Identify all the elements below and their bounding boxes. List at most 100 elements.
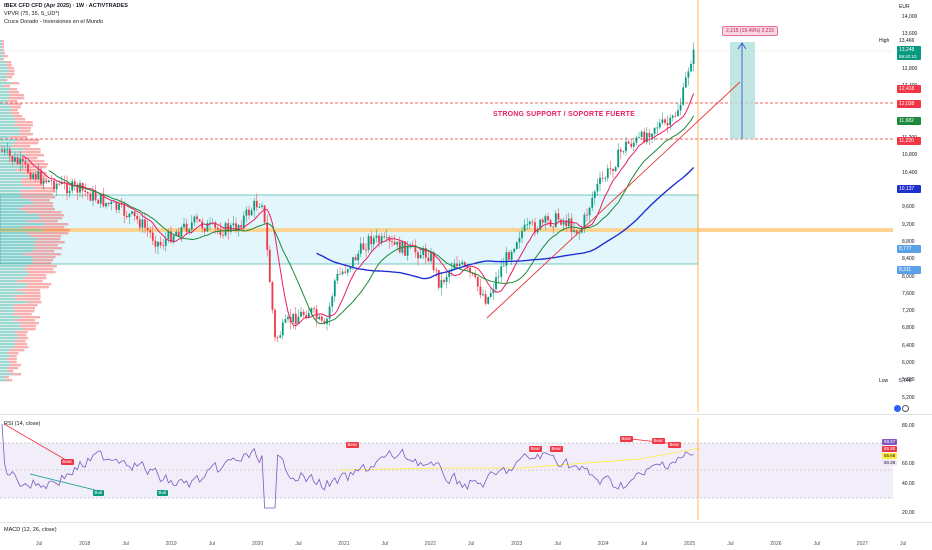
- vp-bar-up: [0, 49, 3, 52]
- time-axis-label: 2026: [770, 541, 782, 547]
- candle-body: [131, 211, 133, 214]
- vp-bar-up: [0, 127, 21, 130]
- vp-bar-down: [18, 151, 41, 154]
- vp-bar-down: [23, 172, 47, 175]
- price-tick-label: 6,400: [902, 342, 915, 349]
- bear-badge[interactable]: Bear: [668, 442, 681, 448]
- vp-bar-down: [10, 82, 20, 85]
- vp-bar-down: [15, 343, 28, 346]
- currency-label: EUR: [899, 4, 910, 10]
- pane-divider[interactable]: [0, 522, 932, 523]
- rsi-value-tag: 55.66: [882, 453, 898, 459]
- bear-badge[interactable]: Bear: [620, 436, 633, 442]
- vp-bar-down: [31, 250, 55, 253]
- candle-body: [263, 205, 266, 223]
- vp-bar-up: [0, 190, 21, 193]
- time-axis-label: Jul: [468, 541, 475, 547]
- price-tag-value: 13,248: [899, 47, 915, 53]
- bull-badge[interactable]: Bull: [157, 490, 168, 496]
- bear-badge[interactable]: Bear: [529, 446, 542, 452]
- macd-pane[interactable]: MACD (12, 26, close): [0, 524, 932, 536]
- candle-body: [671, 115, 674, 118]
- candle-body: [24, 161, 27, 165]
- candle-body: [437, 270, 440, 288]
- vp-bar-down: [14, 319, 36, 322]
- candle-body: [570, 218, 573, 233]
- price-chart-canvas[interactable]: [0, 0, 932, 412]
- low-value: 5,746: [899, 378, 912, 384]
- candle-body: [658, 122, 661, 128]
- candle-body: [362, 243, 365, 250]
- measure-label[interactable]: 2,215 (19.49%) 2,215: [722, 26, 779, 36]
- candle-body: [414, 244, 417, 253]
- vp-bar-down: [17, 337, 29, 340]
- vp-bar-up: [0, 370, 8, 373]
- candle-body: [328, 306, 331, 319]
- vp-bar-down: [8, 67, 15, 70]
- rsi-pane[interactable]: RSI (14, close) 80.00 60.00 40.00 20.00 69.…: [0, 418, 932, 520]
- symbol-title[interactable]: IBEX CFD CFD (Apr 2025) · 1W · ACTIVTRAD…: [4, 3, 128, 9]
- vpvr-indicator-label[interactable]: VPVR (75, 35, S_UD*): [4, 11, 60, 17]
- price-chart-pane[interactable]: IBEX CFD CFD (Apr 2025) · 1W · ACTIVTRAD…: [0, 0, 932, 412]
- pane-divider[interactable]: [0, 414, 932, 415]
- candle-body: [536, 229, 539, 233]
- time-axis-label: Jul: [813, 541, 820, 547]
- rsi-legend[interactable]: RSI (14, close): [4, 421, 41, 427]
- time-axis[interactable]: Jul 2018 Jul 2019 Jul 2020 Jul 2021 Jul 2022 Jul 20…: [0, 538, 932, 550]
- bear-badge[interactable]: Bear: [61, 459, 74, 465]
- vp-bar-down: [14, 142, 39, 145]
- rsi-canvas[interactable]: [0, 418, 932, 520]
- candle-body: [94, 191, 97, 201]
- vp-bar-up: [0, 76, 8, 79]
- candle-body: [136, 216, 139, 220]
- candle-body: [388, 236, 391, 242]
- candle-body: [575, 230, 578, 234]
- replay-icon[interactable]: [894, 405, 901, 412]
- vp-bar-down: [19, 208, 55, 211]
- study-label[interactable]: Cruce Dorado - Inversiones en el Mundo: [4, 19, 104, 25]
- price-axis[interactable]: EUR: [893, 0, 932, 412]
- macd-legend[interactable]: MACD (12, 26, close): [4, 527, 57, 533]
- bull-badge[interactable]: Bull: [93, 490, 104, 496]
- candle-body: [305, 315, 308, 319]
- vp-bar-up: [0, 94, 11, 97]
- bear-badge[interactable]: Bear: [652, 438, 665, 444]
- candle-body: [622, 151, 625, 153]
- alert-icon[interactable]: [902, 405, 909, 412]
- candle-body: [255, 200, 258, 208]
- candle-body: [448, 270, 451, 277]
- candle-body: [588, 207, 591, 216]
- vp-bar-up: [0, 97, 10, 100]
- vp-bar-up: [0, 292, 25, 295]
- candle-body: [53, 180, 55, 190]
- vp-bar-up: [0, 88, 11, 91]
- price-tick-label: 9,600: [902, 204, 915, 211]
- rsi-band: [0, 443, 893, 498]
- vp-bar-up: [0, 262, 33, 265]
- candle-body: [123, 204, 126, 216]
- bear-badge[interactable]: Bear: [550, 446, 563, 452]
- candle-body: [661, 119, 664, 123]
- vp-bar-up: [0, 214, 38, 217]
- candle-body: [557, 213, 560, 220]
- candle-body: [302, 311, 305, 316]
- time-axis-label: Jul: [36, 541, 43, 547]
- candle-body: [417, 252, 419, 259]
- vp-bar-down: [7, 76, 13, 79]
- vp-bar-down: [22, 328, 36, 331]
- candle-body: [521, 230, 523, 238]
- candle-body: [505, 252, 508, 266]
- candle-body: [367, 236, 370, 250]
- candle-body: [29, 172, 32, 179]
- price-tick-label: 7,200: [902, 308, 915, 315]
- vp-bar-up: [0, 70, 9, 73]
- price-tick-label: 6,800: [902, 325, 915, 332]
- support-annotation[interactable]: STRONG SUPPORT / SOPORTE FUERTE: [493, 111, 635, 118]
- candle-body: [209, 222, 211, 224]
- candle-body: [596, 183, 599, 192]
- candle-body: [58, 183, 61, 185]
- candle-body: [188, 229, 191, 232]
- price-tick-label: 12,800: [902, 65, 918, 72]
- vp-bar-up: [0, 250, 32, 253]
- bear-badge[interactable]: Bear: [346, 442, 359, 448]
